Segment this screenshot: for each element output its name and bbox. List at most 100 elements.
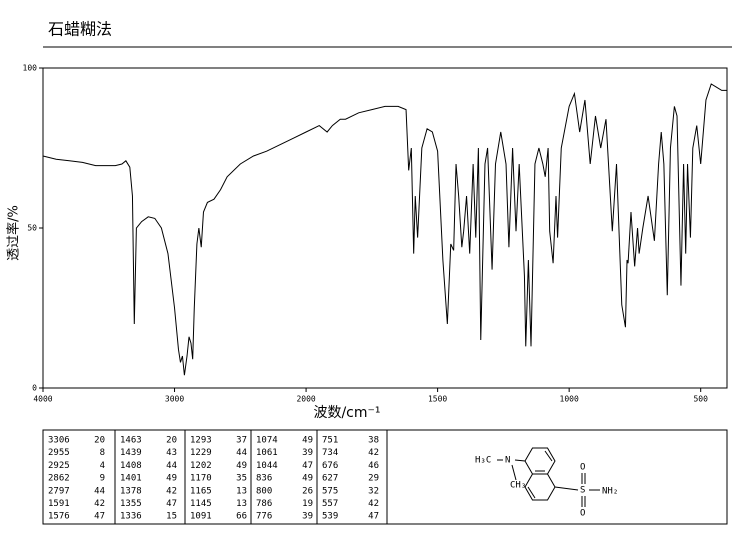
peak-wavenumber: 1293 bbox=[190, 436, 212, 446]
x-tick-label: 3000 bbox=[165, 395, 184, 404]
peak-wavenumber: 1355 bbox=[120, 499, 142, 509]
structure bbox=[497, 447, 600, 507]
peak-transmittance: 26 bbox=[302, 486, 313, 496]
peak-wavenumber: 3306 bbox=[48, 436, 70, 446]
peak-transmittance: 29 bbox=[368, 474, 379, 484]
peak-transmittance: 49 bbox=[166, 474, 177, 484]
peak-wavenumber: 1091 bbox=[190, 512, 212, 522]
y-axis-label: 透过率/% bbox=[6, 205, 22, 261]
peak-transmittance: 49 bbox=[302, 474, 313, 484]
peak-transmittance: 39 bbox=[302, 448, 313, 458]
atom-label: CH₃ bbox=[510, 481, 526, 491]
peak-wavenumber: 1439 bbox=[120, 448, 142, 458]
peak-wavenumber: 1378 bbox=[120, 486, 142, 496]
peak-transmittance: 8 bbox=[100, 448, 105, 458]
peak-transmittance: 13 bbox=[236, 499, 247, 509]
spectrum-line bbox=[42, 83, 727, 376]
peak-wavenumber: 786 bbox=[256, 499, 272, 509]
peak-wavenumber: 776 bbox=[256, 512, 272, 522]
peak-transmittance: 20 bbox=[94, 436, 105, 446]
peak-wavenumber: 1336 bbox=[120, 512, 142, 522]
peak-wavenumber: 575 bbox=[322, 486, 338, 496]
atom-label: O bbox=[580, 463, 585, 473]
peak-wavenumber: 1229 bbox=[190, 448, 212, 458]
peak-wavenumber: 539 bbox=[322, 512, 338, 522]
peak-transmittance: 42 bbox=[94, 499, 105, 509]
peak-wavenumber: 1074 bbox=[256, 436, 278, 446]
atom-label: O bbox=[580, 509, 585, 519]
peak-wavenumber: 2955 bbox=[48, 448, 70, 458]
peak-transmittance: 42 bbox=[166, 486, 177, 496]
ring bbox=[524, 473, 556, 501]
table-frame bbox=[42, 429, 728, 525]
peak-transmittance: 47 bbox=[94, 512, 105, 522]
peak-transmittance: 19 bbox=[302, 499, 313, 509]
x-tick-label: 500 bbox=[693, 395, 708, 404]
peak-transmittance: 38 bbox=[368, 436, 379, 446]
plot-frame bbox=[42, 67, 728, 389]
peak-transmittance: 13 bbox=[236, 486, 247, 496]
peak-wavenumber: 1401 bbox=[120, 474, 142, 484]
peak-transmittance: 42 bbox=[368, 448, 379, 458]
peak-wavenumber: 1408 bbox=[120, 461, 142, 471]
peak-transmittance: 49 bbox=[236, 461, 247, 471]
x-axis-label: 波数/cm⁻¹ bbox=[313, 405, 380, 421]
peak-wavenumber: 836 bbox=[256, 474, 272, 484]
bond bbox=[554, 486, 579, 491]
peak-transmittance: 37 bbox=[236, 436, 247, 446]
peak-wavenumber: 2862 bbox=[48, 474, 70, 484]
y-tick-label: 100 bbox=[23, 64, 38, 73]
peak-transmittance: 47 bbox=[166, 499, 177, 509]
peak-wavenumber: 734 bbox=[322, 448, 338, 458]
bond bbox=[514, 459, 526, 462]
x-tick-label: 4000 bbox=[33, 395, 52, 404]
peak-wavenumber: 676 bbox=[322, 461, 338, 471]
peak-wavenumber: 1591 bbox=[48, 499, 70, 509]
peak-transmittance: 35 bbox=[236, 474, 247, 484]
peak-transmittance: 49 bbox=[302, 436, 313, 446]
ring bbox=[524, 447, 556, 475]
peak-transmittance: 43 bbox=[166, 448, 177, 458]
peak-transmittance: 32 bbox=[368, 486, 379, 496]
peak-transmittance: 46 bbox=[368, 461, 379, 471]
peak-wavenumber: 1165 bbox=[190, 486, 212, 496]
peak-wavenumber: 1145 bbox=[190, 499, 212, 509]
atom-label: NH₂ bbox=[602, 487, 618, 497]
bond bbox=[527, 486, 536, 499]
atom-label: H₃C bbox=[475, 456, 491, 466]
atom-label: N bbox=[505, 456, 510, 466]
peak-transmittance: 20 bbox=[166, 436, 177, 446]
y-tick-label: 0 bbox=[32, 384, 37, 393]
peak-wavenumber: 557 bbox=[322, 499, 338, 509]
peak-transmittance: 42 bbox=[368, 499, 379, 509]
peak-transmittance: 44 bbox=[236, 448, 247, 458]
peak-wavenumber: 1576 bbox=[48, 512, 70, 522]
peak-wavenumber: 2797 bbox=[48, 486, 70, 496]
peak-wavenumber: 751 bbox=[322, 436, 338, 446]
x-tick-label: 2000 bbox=[296, 395, 315, 404]
peak-transmittance: 44 bbox=[166, 461, 177, 471]
peak-transmittance: 47 bbox=[302, 461, 313, 471]
bond bbox=[511, 464, 517, 481]
x-tick-label: 1500 bbox=[428, 395, 447, 404]
peak-transmittance: 47 bbox=[368, 512, 379, 522]
peak-wavenumber: 800 bbox=[256, 486, 272, 496]
peak-wavenumber: 1202 bbox=[190, 461, 212, 471]
peak-wavenumber: 1044 bbox=[256, 461, 278, 471]
peak-wavenumber: 1463 bbox=[120, 436, 142, 446]
peak-transmittance: 39 bbox=[302, 512, 313, 522]
atom-label: S bbox=[580, 486, 585, 496]
peak-transmittance: 4 bbox=[100, 461, 105, 471]
peak-transmittance: 66 bbox=[236, 512, 247, 522]
chart-title: 石蜡糊法 bbox=[48, 20, 112, 39]
peak-transmittance: 15 bbox=[166, 512, 177, 522]
peak-wavenumber: 2925 bbox=[48, 461, 70, 471]
peak-transmittance: 9 bbox=[100, 474, 105, 484]
bond bbox=[544, 450, 553, 462]
peak-wavenumber: 1170 bbox=[190, 474, 212, 484]
x-tick-label: 1000 bbox=[560, 395, 579, 404]
y-tick-label: 50 bbox=[27, 224, 37, 233]
peak-wavenumber: 627 bbox=[322, 474, 338, 484]
peak-transmittance: 44 bbox=[94, 486, 105, 496]
